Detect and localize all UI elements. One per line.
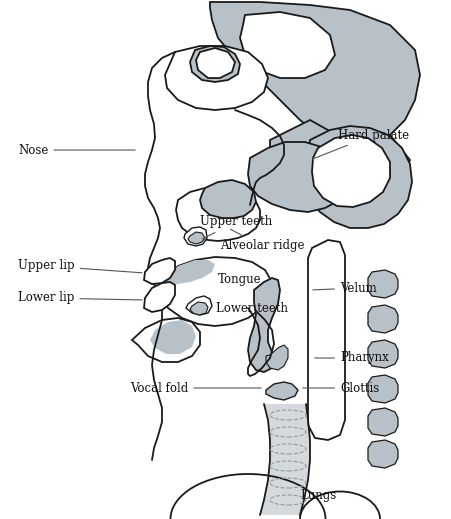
- Polygon shape: [132, 318, 200, 362]
- Text: Upper teeth: Upper teeth: [200, 215, 272, 239]
- Text: Hard palate: Hard palate: [313, 129, 409, 159]
- Polygon shape: [150, 320, 196, 354]
- Polygon shape: [160, 257, 272, 326]
- Polygon shape: [248, 142, 350, 212]
- Polygon shape: [200, 180, 256, 218]
- Polygon shape: [240, 12, 335, 78]
- Polygon shape: [210, 2, 420, 148]
- Text: Nose: Nose: [18, 143, 135, 157]
- Polygon shape: [368, 340, 398, 368]
- Polygon shape: [248, 278, 280, 372]
- Polygon shape: [144, 282, 175, 312]
- Polygon shape: [368, 440, 398, 468]
- Text: Glottis: Glottis: [303, 381, 379, 394]
- Polygon shape: [188, 232, 205, 244]
- Text: Upper lip: Upper lip: [18, 260, 142, 273]
- Polygon shape: [190, 302, 208, 315]
- Text: Lower lip: Lower lip: [18, 292, 142, 305]
- Polygon shape: [196, 48, 235, 78]
- Polygon shape: [164, 260, 215, 286]
- Text: Tongue: Tongue: [218, 274, 262, 286]
- Polygon shape: [176, 186, 260, 241]
- Text: Pharynx: Pharynx: [315, 351, 389, 364]
- Polygon shape: [368, 408, 398, 436]
- Polygon shape: [368, 375, 398, 403]
- Polygon shape: [165, 46, 268, 110]
- Polygon shape: [308, 240, 345, 440]
- Polygon shape: [186, 296, 212, 315]
- Text: Lungs: Lungs: [300, 489, 336, 502]
- Polygon shape: [305, 126, 412, 228]
- Polygon shape: [368, 270, 398, 298]
- Polygon shape: [266, 382, 298, 400]
- Polygon shape: [184, 227, 207, 246]
- Text: Velum: Velum: [313, 281, 377, 294]
- Text: Alveolar ridge: Alveolar ridge: [220, 229, 304, 253]
- Polygon shape: [144, 258, 175, 284]
- Text: Lower teeth: Lower teeth: [216, 302, 288, 315]
- Polygon shape: [266, 345, 288, 370]
- Polygon shape: [190, 46, 240, 82]
- Text: Vocal fold: Vocal fold: [130, 381, 261, 394]
- Polygon shape: [312, 135, 390, 207]
- Polygon shape: [260, 404, 310, 515]
- Polygon shape: [368, 305, 398, 333]
- Polygon shape: [270, 120, 410, 205]
